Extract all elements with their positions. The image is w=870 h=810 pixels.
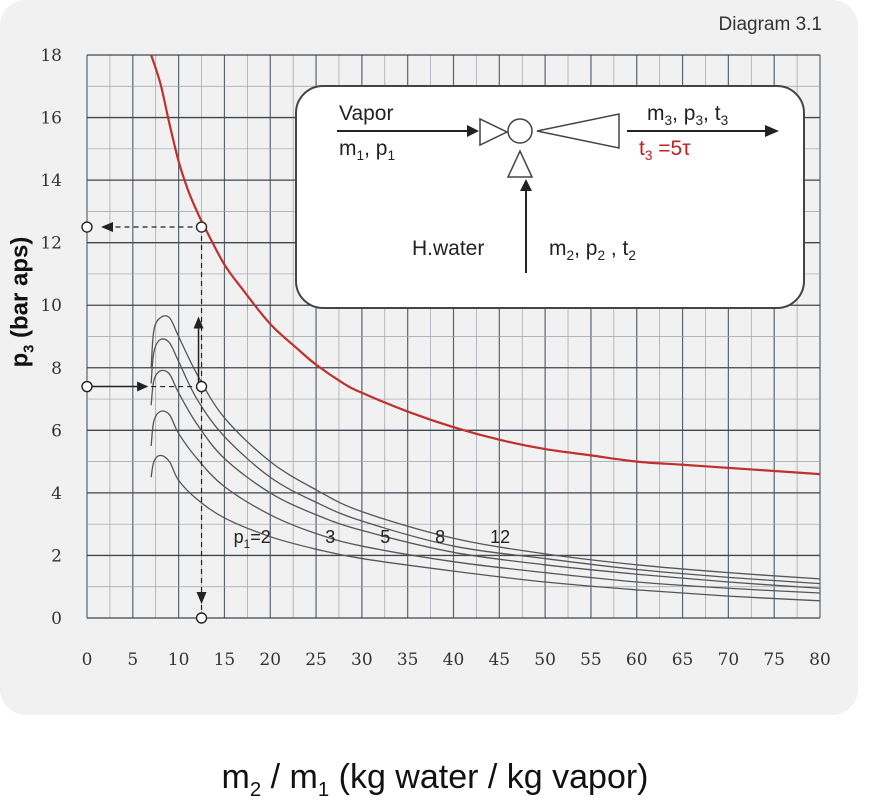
y-tick-label: 8: [51, 359, 62, 379]
water-params: m2, p2 , t2: [549, 237, 636, 264]
series-label-12: 12: [490, 527, 510, 547]
outlet-params: m3, p3, t3: [647, 102, 729, 129]
x-tick-label: 65: [672, 650, 694, 670]
guide-marker: [195, 380, 208, 393]
guide-marker: [195, 221, 208, 233]
x-tick-label: 75: [763, 650, 785, 670]
y-tick-label: 10: [40, 296, 62, 316]
x-tick-label: 60: [626, 650, 648, 670]
guide-marker: [195, 612, 208, 624]
series-label-2: p1=2: [234, 527, 271, 551]
y-tick-label: 6: [51, 421, 62, 441]
y-axis-label: p3 (bar aps): [6, 236, 38, 368]
series-line-p1-8: [150, 338, 821, 585]
vapor-label: Vapor: [339, 102, 394, 125]
x-tick-label: 45: [488, 650, 510, 670]
diagram-tag: Diagram 3.1: [718, 14, 823, 35]
ejector-schematic: Vapor m1, p1 m3, p3, t3 t3 =5τ H.water m…: [295, 85, 805, 309]
y-tick-label: 4: [51, 484, 62, 504]
x-tick-label: 5: [127, 650, 138, 670]
outlet-condition: t3 =5τ: [639, 137, 691, 164]
x-tick-label: 25: [305, 650, 327, 670]
x-tick-label: 80: [809, 650, 831, 670]
y-tick-label: 16: [40, 109, 62, 129]
guide-marker: [81, 221, 93, 233]
y-tick-label: 14: [40, 171, 62, 191]
series-line-p1-5: [150, 369, 821, 589]
x-tick-label: 10: [168, 650, 190, 670]
guide-arrow-right: [137, 381, 149, 392]
schematic-drawing: [337, 113, 779, 273]
x-tick-label: 0: [82, 650, 93, 670]
y-tick-label: 0: [51, 609, 62, 629]
water-label: H.water: [412, 237, 485, 260]
x-tick-label: 55: [580, 650, 602, 670]
guide-arrow-left: [101, 222, 113, 233]
guide-arrow-down: [196, 592, 207, 604]
series-line-p1-2: [150, 454, 821, 602]
x-tick-label: 30: [351, 650, 373, 670]
x-axis-label: m2 / m1 (kg water / kg vapor): [221, 758, 649, 801]
x-tick-label: 50: [534, 650, 556, 670]
x-tick-label: 70: [718, 650, 740, 670]
limit-curve: [150, 54, 821, 476]
vapor-params: m1, p1: [339, 137, 396, 164]
y-tick-label: 2: [51, 546, 62, 566]
series-label-3: 3: [325, 527, 335, 547]
guide-marker: [81, 380, 93, 393]
y-tick-label: 12: [40, 234, 62, 254]
x-tick-label: 15: [214, 650, 236, 670]
series-line-p1-3: [150, 410, 821, 594]
y-tick-label: 18: [40, 46, 62, 66]
x-tick-label: 35: [397, 650, 419, 670]
x-tick-label: 40: [443, 650, 465, 670]
series-label-8: 8: [435, 527, 445, 547]
series-label-5: 5: [380, 527, 390, 547]
series-line-p1-12: [150, 315, 821, 580]
x-tick-label: 20: [259, 650, 281, 670]
guide-arrow-up: [193, 316, 204, 329]
